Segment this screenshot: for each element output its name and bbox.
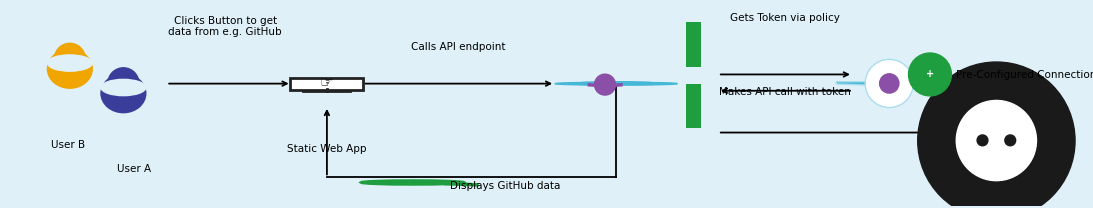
Ellipse shape xyxy=(577,82,655,84)
Ellipse shape xyxy=(555,83,616,85)
Text: Makes API call with token: Makes API call with token xyxy=(719,87,851,97)
Ellipse shape xyxy=(866,59,914,108)
Ellipse shape xyxy=(47,55,92,71)
Text: ☞: ☞ xyxy=(320,75,333,90)
Ellipse shape xyxy=(967,141,1025,142)
Text: Pre-Configured Connection: Pre-Configured Connection xyxy=(955,71,1093,80)
Text: Clicks Button to get
data from e.g. GitHub: Clicks Button to get data from e.g. GitH… xyxy=(168,16,282,37)
Ellipse shape xyxy=(1013,135,1029,150)
Ellipse shape xyxy=(956,100,1036,181)
Ellipse shape xyxy=(880,74,898,93)
Ellipse shape xyxy=(977,135,988,146)
Text: User B: User B xyxy=(50,140,85,150)
Ellipse shape xyxy=(47,50,92,88)
Ellipse shape xyxy=(55,43,85,74)
Polygon shape xyxy=(836,82,942,86)
Text: User A: User A xyxy=(117,164,151,174)
FancyBboxPatch shape xyxy=(291,78,363,90)
Ellipse shape xyxy=(964,135,979,150)
Ellipse shape xyxy=(606,83,655,85)
Polygon shape xyxy=(960,139,984,140)
Ellipse shape xyxy=(101,74,145,113)
Ellipse shape xyxy=(908,53,951,96)
Text: Displays GitHub data: Displays GitHub data xyxy=(450,181,561,191)
FancyBboxPatch shape xyxy=(685,84,701,129)
Text: +: + xyxy=(926,69,935,79)
Ellipse shape xyxy=(918,62,1076,208)
Ellipse shape xyxy=(101,79,145,96)
Text: Gets Token via policy: Gets Token via policy xyxy=(730,13,841,23)
Ellipse shape xyxy=(997,135,1012,150)
Polygon shape xyxy=(1009,139,1033,140)
Ellipse shape xyxy=(980,135,997,150)
Ellipse shape xyxy=(1004,135,1015,146)
Ellipse shape xyxy=(616,83,678,85)
Text: Calls API endpoint: Calls API endpoint xyxy=(411,42,506,52)
Ellipse shape xyxy=(108,68,139,99)
FancyBboxPatch shape xyxy=(685,22,701,67)
Ellipse shape xyxy=(595,74,615,95)
Ellipse shape xyxy=(577,83,627,85)
Text: Static Web App: Static Web App xyxy=(287,144,366,154)
